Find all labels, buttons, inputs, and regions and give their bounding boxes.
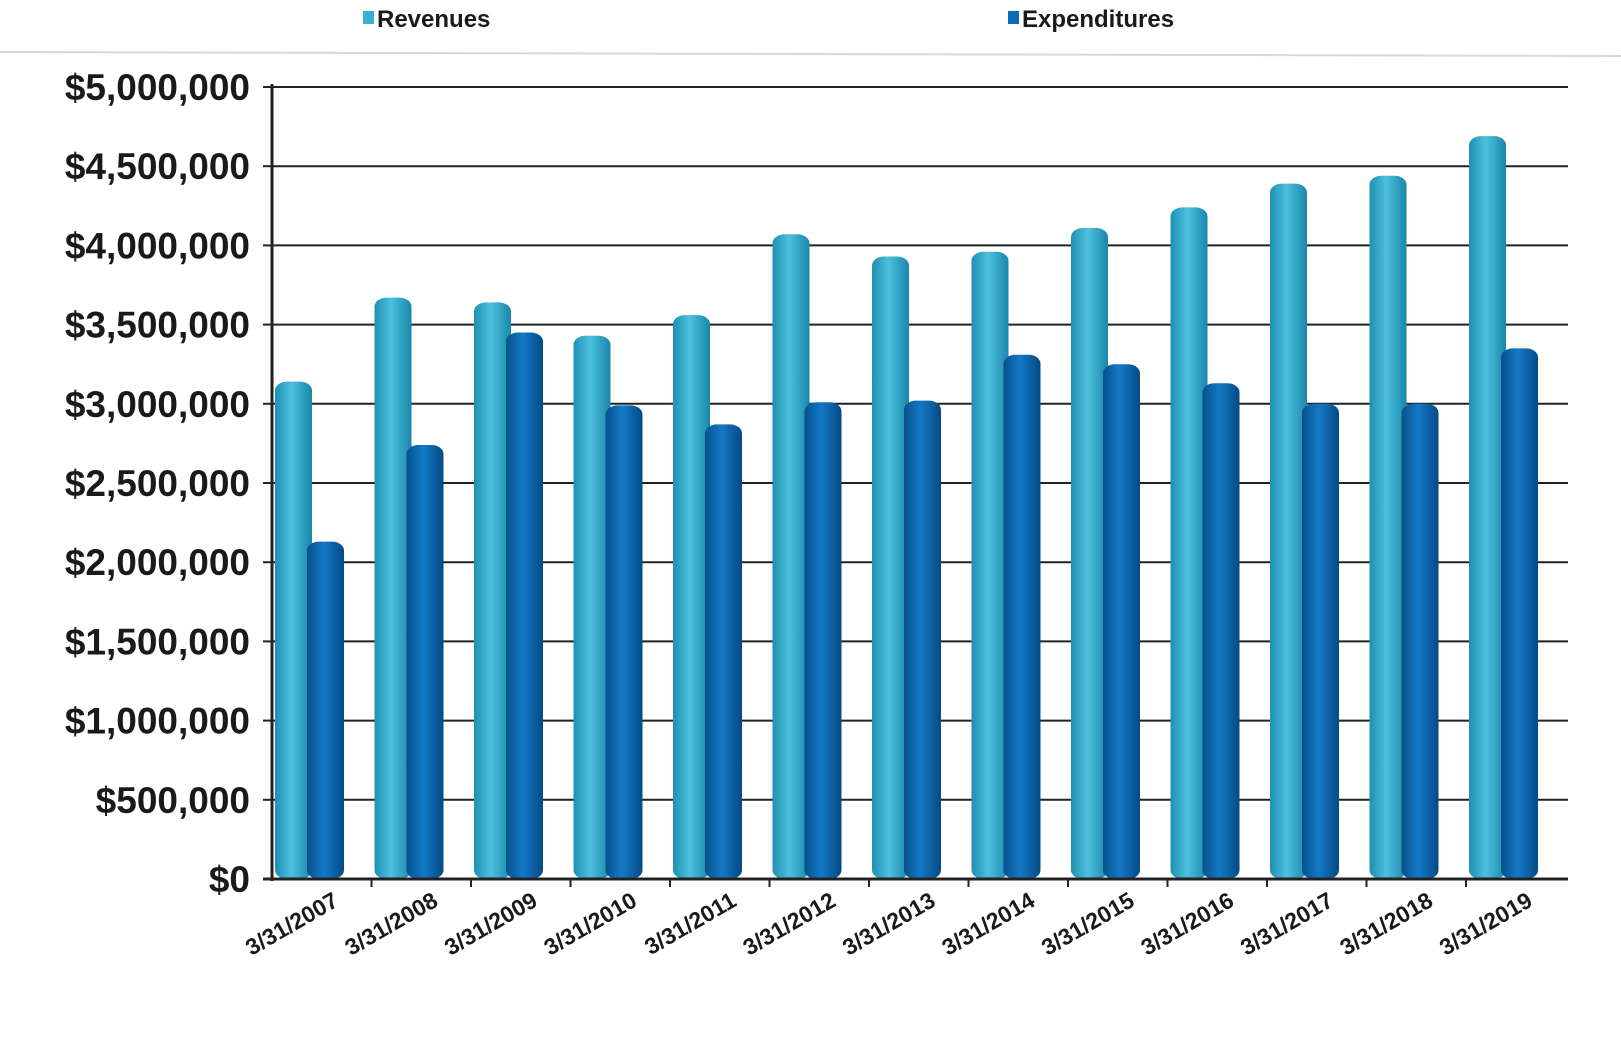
bar-revenues-7 [971, 251, 1009, 880]
bar-revenues-10 [1270, 183, 1307, 879]
bar-revenues-2 [474, 302, 511, 879]
bar-revenues-5 [772, 234, 810, 879]
bar-expenditures-6 [904, 400, 941, 879]
bar-expenditures-7 [1003, 354, 1041, 879]
legend-swatch-revenues [363, 11, 374, 24]
legend-separator [0, 51, 1621, 57]
x-tick-label: 3/31/2012 [738, 887, 840, 961]
bar-revenues-8 [1071, 227, 1108, 879]
bar-expenditures-5 [804, 402, 842, 879]
y-axis-tick-labels: $0 $500,000 $1,000,000 $1,500,000 $2,000,000… [65, 67, 250, 900]
y-tick-label: $1,000,000 [65, 701, 250, 742]
bar-revenues-4 [673, 315, 710, 879]
bar-expenditures-11 [1401, 403, 1439, 879]
y-tick-label: $2,000,000 [65, 542, 250, 583]
y-tick-label: $1,500,000 [65, 621, 250, 662]
bar-expenditures-9 [1202, 383, 1240, 879]
bar-expenditures-12 [1501, 348, 1538, 879]
bar-expenditures-1 [406, 444, 444, 879]
x-tick-label: 3/31/2009 [440, 887, 542, 961]
x-tick-label: 3/31/2018 [1335, 887, 1437, 961]
y-tick-label: $3,000,000 [65, 384, 250, 425]
legend-label-revenues: Revenues [377, 6, 490, 33]
x-tick-label: 3/31/2016 [1136, 887, 1238, 961]
bar-expenditures-10 [1302, 403, 1339, 879]
axes [263, 84, 1568, 887]
y-tick-label: $3,500,000 [65, 305, 250, 346]
bar-revenues-3 [573, 335, 611, 879]
x-tick-label: 3/31/2008 [340, 887, 442, 961]
y-tick-label: $4,500,000 [65, 146, 250, 187]
bar-expenditures-8 [1103, 364, 1140, 879]
y-tick-label: $0 [209, 859, 250, 900]
bar-expenditures-0 [307, 541, 344, 879]
bar-revenues-0 [275, 381, 312, 879]
x-axis-tick-labels: 3/31/20073/31/20083/31/20093/31/20103/31… [241, 887, 1537, 961]
x-tick-label: 3/31/2019 [1435, 887, 1537, 961]
bar-revenues-11 [1369, 175, 1407, 880]
y-tick-label: $5,000,000 [65, 67, 250, 108]
x-tick-label: 3/31/2015 [1037, 887, 1139, 961]
bar-revenues-6 [872, 256, 909, 879]
legend-label-expenditures: Expenditures [1022, 6, 1174, 33]
bar-expenditures-2 [506, 332, 543, 879]
bar-revenues-12 [1469, 136, 1506, 879]
bar-revenues-1 [374, 297, 412, 879]
bar-revenues-9 [1170, 207, 1208, 879]
x-tick-label: 3/31/2013 [838, 887, 940, 961]
y-tick-label: $2,500,000 [65, 463, 250, 504]
legend-swatch-expenditures [1008, 11, 1019, 24]
x-tick-label: 3/31/2017 [1236, 887, 1338, 961]
bars [275, 136, 1538, 880]
legend: Revenues Expenditures [363, 6, 1174, 33]
x-tick-label: 3/31/2014 [937, 887, 1039, 961]
bar-expenditures-4 [705, 424, 742, 879]
x-tick-label: 3/31/2011 [640, 887, 741, 960]
y-tick-label: $4,000,000 [65, 225, 250, 266]
x-tick-label: 3/31/2007 [241, 887, 343, 961]
x-tick-label: 3/31/2010 [539, 887, 641, 961]
bar-expenditures-3 [605, 405, 643, 879]
y-tick-label: $500,000 [96, 780, 250, 821]
